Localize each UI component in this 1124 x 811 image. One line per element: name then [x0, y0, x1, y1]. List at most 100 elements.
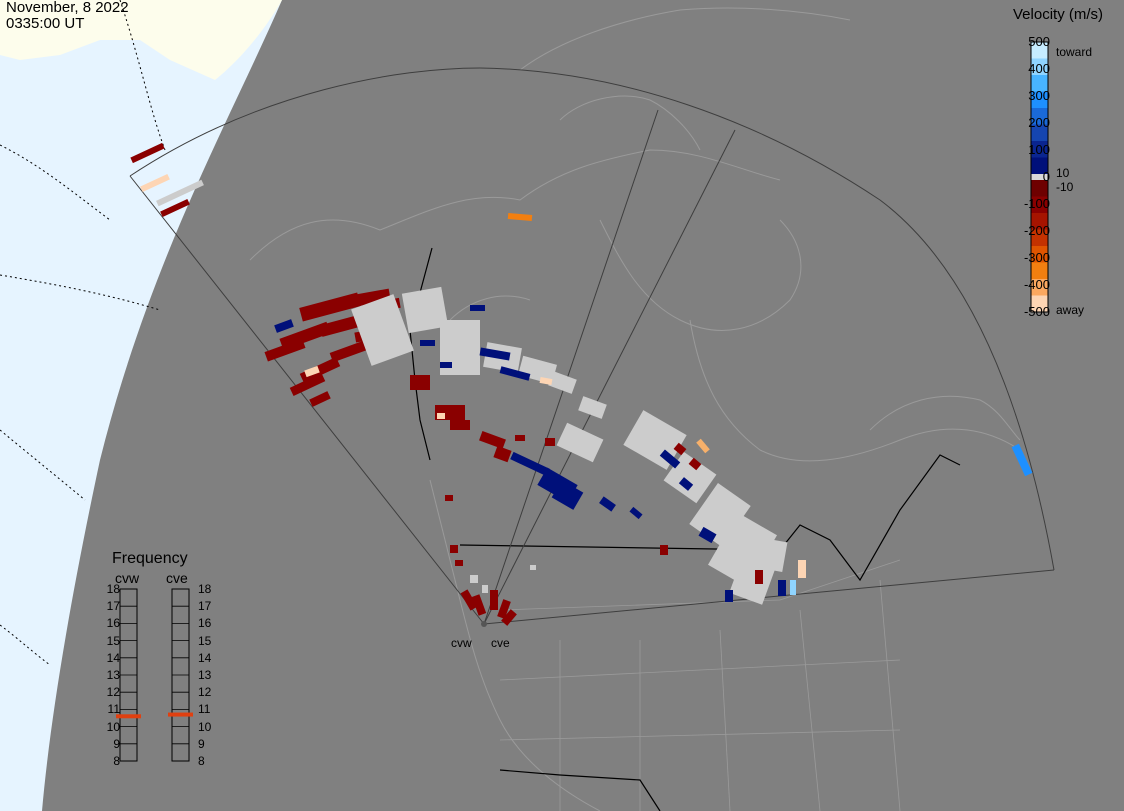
frequency-scale-label: 11 [198, 702, 211, 717]
dayside-land [0, 0, 282, 80]
scatter-cell [299, 292, 361, 322]
scatter-cell [501, 609, 517, 626]
frequency-scale-label: 14 [198, 650, 212, 665]
scatter-cell [410, 375, 430, 390]
velocity-tick-label: -100 [1023, 196, 1050, 211]
scatter-cell [1011, 443, 1033, 477]
frequency-scale-label: 10 [106, 719, 120, 734]
coastlines [249, 7, 1021, 811]
radar-site-label-cvw: cvw [451, 636, 472, 650]
colorbar-segment-toward [1031, 141, 1048, 158]
frequency-scale-label: 12 [198, 685, 212, 700]
colorbar-segment-away [1031, 180, 1048, 197]
scatter-cell [510, 451, 550, 477]
scatter-cell [708, 512, 777, 588]
velocity-tick-label: 300 [1028, 88, 1050, 103]
scatter-cell [499, 366, 531, 381]
frequency-scale-label: 18 [198, 582, 212, 596]
frequency-scale-label: 18 [106, 582, 120, 596]
velocity-colorbar-frame [1030, 41, 1049, 313]
scatter-cell [309, 391, 331, 407]
colorbar-segment-toward [1031, 157, 1048, 175]
frequency-marker-cve [168, 712, 193, 717]
velocity-tick-label: -500 [1023, 304, 1050, 319]
backscatter-cells [130, 142, 1033, 626]
colorbar-segment-toward [1031, 124, 1048, 142]
velocity-tick-label: -400 [1023, 277, 1050, 292]
velocity-colorbar [1031, 42, 1048, 313]
date-label: November, 8 2022 [6, 0, 129, 16]
frequency-scale-label: 17 [198, 599, 212, 614]
scatter-cell [629, 506, 643, 520]
frequency-scale-label: 16 [106, 616, 120, 631]
scatter-cell [351, 294, 414, 366]
velocity-tick-label: -200 [1023, 223, 1050, 238]
frequency-scale-label: 11 [107, 702, 120, 717]
frequency-panel-title: Frequency [112, 550, 188, 567]
frequency-scale-label: 12 [106, 685, 120, 700]
colorbar-segment-away [1031, 213, 1048, 230]
scatter-cell [130, 142, 165, 164]
scatter-cell [599, 496, 616, 512]
scatter-cell [698, 526, 717, 544]
radar-site-marker [481, 621, 487, 627]
scatter-cell [515, 435, 525, 441]
scatter-cell [482, 585, 488, 593]
frequency-bars [116, 588, 193, 762]
colorbar-segment-ground [1031, 174, 1048, 180]
scatter-cell [437, 413, 445, 419]
velocity-tick-label: -300 [1023, 250, 1050, 265]
colorbar-segment-away [1031, 246, 1048, 263]
scatter-cell [304, 365, 320, 378]
scatter-cell [471, 594, 487, 616]
colorbar-segment-toward [1031, 58, 1048, 76]
freq-radar-label-cvw: cvw [115, 570, 140, 586]
scatter-cell [755, 570, 763, 584]
scatter-cell [790, 580, 796, 595]
national-borders [409, 247, 961, 811]
frequency-scale-label: 8 [198, 754, 205, 768]
scatter-cell [757, 538, 788, 572]
velocity-scale-title: Velocity (m/s) [1013, 6, 1104, 23]
frequency-scale-label: 17 [106, 599, 120, 614]
scatter-cell [673, 442, 687, 456]
radar-site-label-cve: cve [491, 636, 510, 650]
scatter-cell [445, 495, 453, 501]
scatter-cell [497, 599, 511, 619]
frequency-scale-label: 9 [198, 736, 205, 751]
velocity-tick-label: 400 [1028, 61, 1050, 76]
velocity-tick-label: 500 [1028, 34, 1050, 49]
scatter-cell [688, 457, 702, 471]
colorbar-segment-away [1031, 196, 1048, 214]
scatter-cell [460, 589, 478, 611]
velocity-tick-label: 200 [1028, 115, 1050, 130]
colorbar-segment-away [1031, 229, 1048, 247]
scatter-cell [440, 362, 452, 368]
frequency-scale-label: 15 [106, 633, 120, 648]
scatter-cell [778, 580, 786, 596]
scatter-cell [548, 371, 577, 394]
dayside-ocean [0, 0, 282, 811]
colorbar-segment-toward [1031, 42, 1048, 59]
frequency-scale-label: 13 [106, 668, 120, 682]
scatter-cell [264, 338, 306, 362]
frequency-scale-label: 15 [198, 633, 212, 648]
scatter-cell [455, 560, 463, 566]
colorbar-segment-away [1031, 295, 1048, 313]
scatter-cell [551, 480, 584, 510]
scatter-cell [659, 449, 681, 469]
colorbar-segment-toward [1031, 108, 1048, 125]
scatter-cell [470, 575, 478, 583]
freq-radar-label-cve: cve [166, 570, 188, 586]
scatter-cell [660, 545, 668, 555]
scatter-cell [578, 396, 607, 419]
scatter-cell [493, 445, 512, 463]
velocity-pos-threshold-label: 10 [1056, 166, 1070, 180]
velocity-away-label: away [1056, 303, 1085, 317]
scatter-cell [401, 286, 449, 334]
scatter-cell [490, 590, 498, 610]
colorbar-segment-toward [1031, 91, 1048, 109]
scatter-cell [479, 347, 511, 361]
scatter-cell [450, 420, 470, 430]
